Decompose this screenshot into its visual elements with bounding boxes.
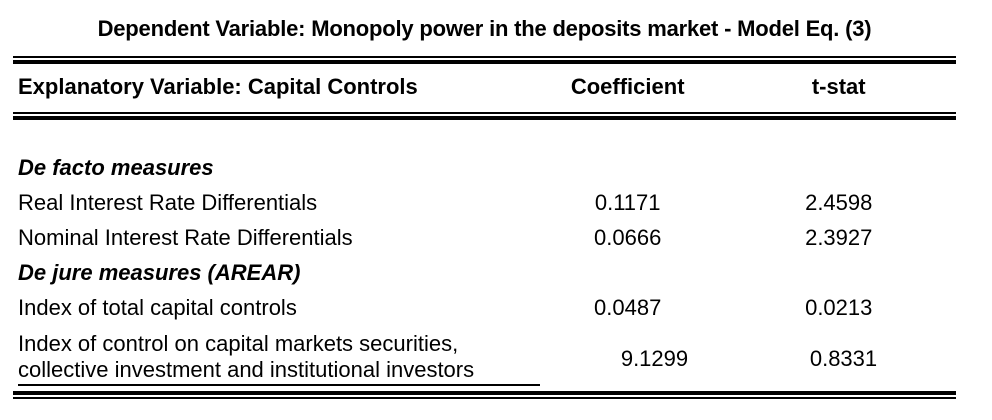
table-row: Real Interest Rate Differentials 0.1171 … bbox=[13, 185, 956, 220]
row-label: Real Interest Rate Differentials bbox=[18, 189, 318, 215]
column-header-t-stat: t-stat bbox=[811, 74, 866, 99]
row-label: Index of total capital controls bbox=[18, 294, 297, 320]
results-table: Dependent Variable: Monopoly power in th… bbox=[13, 0, 956, 399]
section-label: De facto measures bbox=[18, 154, 214, 180]
bottom-double-rule bbox=[13, 391, 956, 399]
t-stat-value: 2.3927 bbox=[805, 224, 873, 250]
table-row: Index of control on capital markets secu… bbox=[13, 325, 956, 386]
row-label: Nominal Interest Rate Differentials bbox=[18, 224, 353, 250]
coefficient-value: 0.0487 bbox=[594, 294, 662, 320]
row-label: Index of control on capital markets secu… bbox=[18, 331, 541, 386]
coefficient-value: 0.1171 bbox=[594, 189, 661, 215]
header-double-rule bbox=[13, 112, 956, 120]
section-label: De jure measures (AREAR) bbox=[18, 259, 301, 285]
table-row: Index of total capital controls 0.0487 0… bbox=[13, 290, 956, 325]
section-header-de-facto: De facto measures bbox=[13, 150, 956, 185]
top-double-rule bbox=[13, 56, 956, 64]
column-header-explanatory-variable: Explanatory Variable: Capital Controls bbox=[18, 74, 418, 99]
t-stat-value: 0.8331 bbox=[809, 345, 878, 371]
t-stat-value: 2.4598 bbox=[805, 189, 873, 215]
table-body: De facto measures Real Interest Rate Dif… bbox=[13, 150, 956, 386]
table-title: Dependent Variable: Monopoly power in th… bbox=[97, 16, 872, 41]
column-header-coefficient: Coefficient bbox=[570, 74, 685, 99]
coefficient-value: 0.0666 bbox=[594, 224, 662, 250]
coefficient-value: 9.1299 bbox=[620, 345, 689, 371]
t-stat-value: 0.0213 bbox=[805, 294, 873, 320]
section-header-de-jure: De jure measures (AREAR) bbox=[13, 255, 956, 290]
column-header-row: Explanatory Variable: Capital Controls C… bbox=[13, 64, 956, 112]
table-row: Nominal Interest Rate Differentials 0.06… bbox=[13, 220, 956, 255]
